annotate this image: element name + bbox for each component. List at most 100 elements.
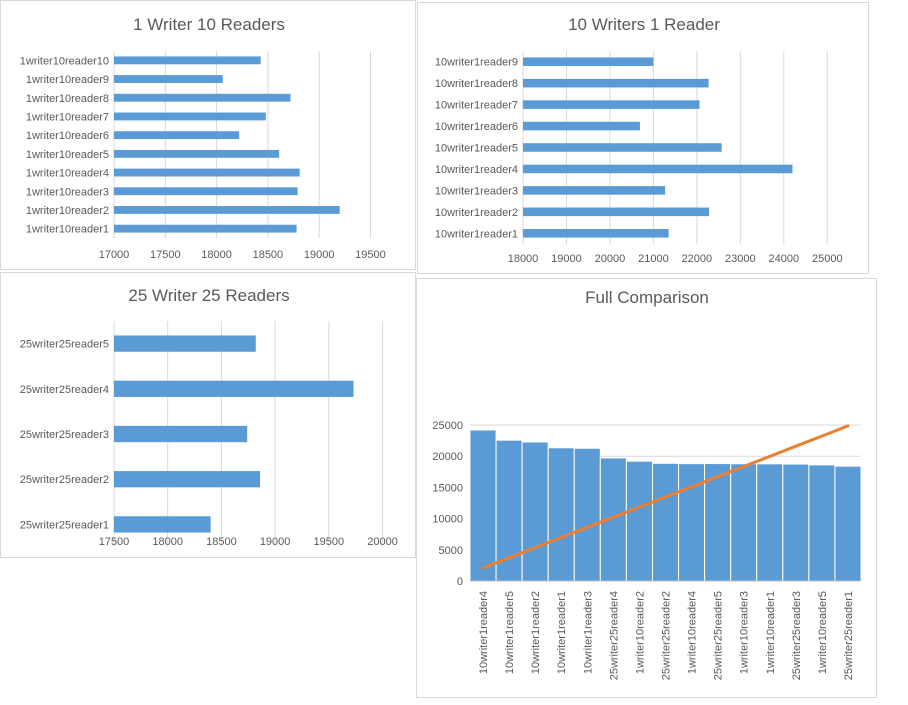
- category-label-25w25r-4: 25writer25reader5: [20, 339, 109, 351]
- chart-title-1w10r: 1 Writer 10 Readers: [133, 15, 285, 34]
- bar-10w1r-7: [523, 78, 709, 88]
- category-label-1w10r-3: 1writer10reader4: [26, 168, 109, 180]
- chart-panel-10w1r: 10 Writers 1 Reader 18000 19000 20000 21000 2…: [417, 2, 869, 274]
- bar-10w1r-1: [523, 207, 710, 217]
- chart-panel-full-comparison: Full Comparison 0 5000 10000 15000 20000 25000…: [416, 278, 877, 698]
- chart-title-full-comparison: Full Comparison: [585, 288, 709, 307]
- y-tick-label-full-5: 25000: [432, 420, 463, 432]
- bar-1w10r-2: [114, 187, 298, 196]
- bar-full-6: [625, 460, 653, 582]
- category-label-10w1r-5: 10writer1reader6: [435, 121, 518, 133]
- category-label-10w1r-3: 10writer1reader4: [435, 164, 518, 176]
- bar-1w10r-8: [114, 75, 223, 83]
- tick-label-10w1r-0: 18000: [508, 253, 539, 265]
- bar-10w1r-3: [523, 164, 793, 174]
- bar-25w25r-2: [114, 425, 248, 443]
- category-label-10w1r-4: 10writer1reader5: [435, 143, 518, 155]
- category-label-10w1r-0: 10writer1reader1: [435, 228, 518, 240]
- bar-full-4: [573, 447, 601, 582]
- category-label-full-1: 10writer1reader5: [504, 591, 516, 674]
- category-label-10w1r-2: 10writer1reader3: [435, 185, 518, 197]
- category-label-25w25r-1: 25writer25reader2: [20, 474, 109, 486]
- category-label-25w25r-2: 25writer25reader3: [20, 429, 109, 441]
- bar-full-2: [521, 441, 549, 582]
- tick-label-25w25r-2: 18500: [206, 536, 237, 548]
- y-tick-label-full-2: 10000: [432, 514, 463, 526]
- tick-label-10w1r-5: 23000: [725, 253, 756, 265]
- tick-label-1w10r-5: 19500: [355, 249, 386, 261]
- tick-label-25w25r-0: 17500: [99, 536, 130, 548]
- tick-label-25w25r-1: 18000: [152, 536, 183, 548]
- category-label-1w10r-6: 1writer10reader7: [26, 111, 109, 123]
- y-tick-label-full-0: 0: [457, 576, 463, 588]
- bar-full-7: [651, 462, 680, 582]
- category-label-full-12: 25writer25reader3: [791, 591, 803, 680]
- bar-1w10r-5: [114, 131, 240, 140]
- y-tick-label-full-1: 5000: [439, 545, 463, 557]
- category-label-1w10r-0: 1writer10reader1: [26, 224, 109, 236]
- bar-25w25r-3: [114, 380, 354, 397]
- tick-label-25w25r-4: 19500: [314, 536, 345, 548]
- chart-title-25w25r: 25 Writer 25 Readers: [128, 286, 289, 305]
- bar-10w1r-8: [523, 57, 654, 67]
- bar-25w25r-0: [114, 516, 211, 533]
- category-label-1w10r-5: 1writer10reader6: [26, 130, 109, 142]
- bar-1w10r-3: [114, 168, 300, 177]
- category-label-full-5: 25writer25reader4: [608, 591, 620, 680]
- bar-full-10: [730, 463, 758, 582]
- category-label-1w10r-4: 1writer10reader5: [26, 149, 109, 161]
- category-label-full-7: 25writer25reader2: [661, 591, 673, 680]
- chart-panel-25w25r: 25 Writer 25 Readers 17500 18000 18500 19000…: [0, 272, 416, 558]
- y-tick-label-full-4: 20000: [432, 451, 463, 463]
- chart-25w25r: 25 Writer 25 Readers 17500 18000 18500 19000…: [20, 286, 398, 548]
- tick-label-10w1r-7: 25000: [812, 253, 843, 265]
- category-label-10w1r-6: 10writer1reader7: [435, 100, 518, 112]
- category-label-full-10: 1writer10reader3: [739, 591, 751, 674]
- tick-label-1w10r-2: 18000: [201, 249, 232, 261]
- bar-1w10r-0: [114, 224, 297, 233]
- bar-10w1r-4: [523, 143, 722, 152]
- chart-panel-1w10r: 1 Writer 10 Readers 17000 17500 18000 18500 1…: [0, 0, 416, 270]
- trend-line-full: [481, 424, 850, 570]
- bar-full-0: [469, 429, 497, 582]
- bar-full-14: [834, 465, 862, 582]
- tick-label-10w1r-6: 24000: [769, 253, 800, 265]
- category-label-full-14: 25writer25reader1: [843, 591, 855, 680]
- category-label-full-9: 25writer25reader5: [713, 591, 725, 680]
- y-tick-label-full-3: 15000: [432, 482, 463, 494]
- category-label-full-13: 1writer10reader5: [817, 591, 829, 674]
- bar-10w1r-0: [523, 228, 669, 238]
- bar-full-11: [756, 463, 784, 582]
- category-label-full-0: 10writer1reader4: [478, 591, 490, 674]
- tick-label-10w1r-4: 22000: [682, 253, 713, 265]
- chart-1w10r: 1 Writer 10 Readers 17000 17500 18000 18500 1…: [20, 15, 386, 261]
- bar-full-3: [547, 447, 575, 582]
- tick-label-1w10r-4: 19000: [304, 249, 335, 261]
- chart-10w1r: 10 Writers 1 Reader 18000 19000 20000 21000 2…: [435, 15, 843, 265]
- tick-label-10w1r-2: 20000: [595, 253, 626, 265]
- bar-10w1r-2: [523, 186, 666, 195]
- chart-full-comparison: Full Comparison 0 5000 10000 15000 20000 25000…: [432, 288, 862, 680]
- tick-label-25w25r-5: 20000: [367, 536, 398, 548]
- bar-full-12: [782, 463, 810, 582]
- category-label-1w10r-2: 1writer10reader3: [26, 186, 109, 198]
- category-label-1w10r-1: 1writer10reader2: [26, 205, 109, 217]
- category-label-25w25r-0: 25writer25reader1: [20, 519, 109, 531]
- bar-1w10r-9: [114, 56, 261, 65]
- category-label-1w10r-7: 1writer10reader8: [26, 93, 109, 105]
- category-label-full-4: 10writer1reader3: [582, 591, 594, 674]
- category-label-1w10r-8: 1writer10reader9: [26, 74, 109, 86]
- category-label-10w1r-1: 10writer1reader2: [435, 207, 518, 219]
- bar-full-13: [808, 464, 836, 582]
- tick-label-10w1r-1: 19000: [551, 253, 582, 265]
- category-label-full-8: 1writer10reader4: [687, 591, 699, 674]
- bar-25w25r-4: [114, 335, 256, 352]
- category-label-full-2: 10writer1reader2: [530, 591, 542, 674]
- category-label-1w10r-9: 1writer10reader10: [20, 55, 109, 67]
- bar-full-8: [678, 463, 706, 582]
- category-label-10w1r-8: 10writer1reader9: [435, 57, 518, 69]
- tick-label-1w10r-3: 18500: [253, 249, 284, 261]
- bar-25w25r-1: [114, 471, 261, 488]
- tick-label-10w1r-3: 21000: [638, 253, 669, 265]
- bar-1w10r-1: [114, 206, 340, 214]
